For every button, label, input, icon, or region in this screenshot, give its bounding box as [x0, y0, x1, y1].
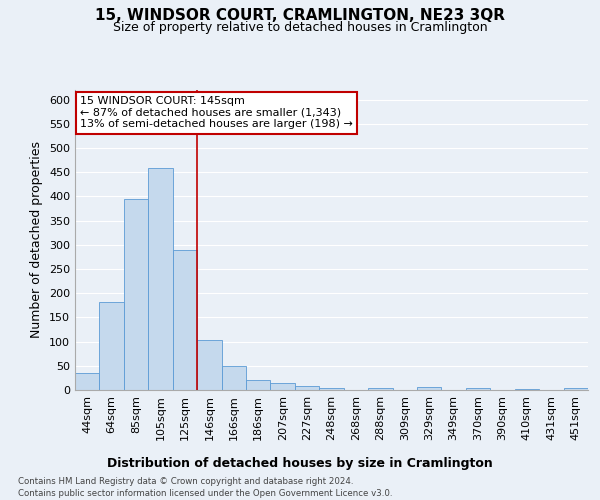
- Bar: [75, 373, 100, 390]
- Text: Contains public sector information licensed under the Open Government Licence v3: Contains public sector information licen…: [18, 489, 392, 498]
- Text: Contains HM Land Registry data © Crown copyright and database right 2024.: Contains HM Land Registry data © Crown c…: [18, 478, 353, 486]
- Bar: [148, 168, 173, 390]
- Text: 15 WINDSOR COURT: 145sqm
← 87% of detached houses are smaller (1,343)
13% of sem: 15 WINDSOR COURT: 145sqm ← 87% of detach…: [80, 96, 353, 129]
- Y-axis label: Number of detached properties: Number of detached properties: [31, 142, 43, 338]
- Bar: [124, 199, 148, 390]
- Bar: [368, 388, 392, 390]
- Bar: [319, 388, 344, 390]
- Bar: [221, 366, 246, 390]
- Bar: [271, 383, 295, 390]
- Text: 15, WINDSOR COURT, CRAMLINGTON, NE23 3QR: 15, WINDSOR COURT, CRAMLINGTON, NE23 3QR: [95, 8, 505, 22]
- Text: Distribution of detached houses by size in Cramlington: Distribution of detached houses by size …: [107, 458, 493, 470]
- Bar: [466, 388, 490, 390]
- Text: Size of property relative to detached houses in Cramlington: Size of property relative to detached ho…: [113, 21, 487, 34]
- Bar: [246, 380, 271, 390]
- Bar: [197, 340, 221, 390]
- Bar: [515, 388, 539, 390]
- Bar: [417, 387, 442, 390]
- Bar: [563, 388, 588, 390]
- Bar: [173, 250, 197, 390]
- Bar: [295, 386, 319, 390]
- Bar: [100, 302, 124, 390]
